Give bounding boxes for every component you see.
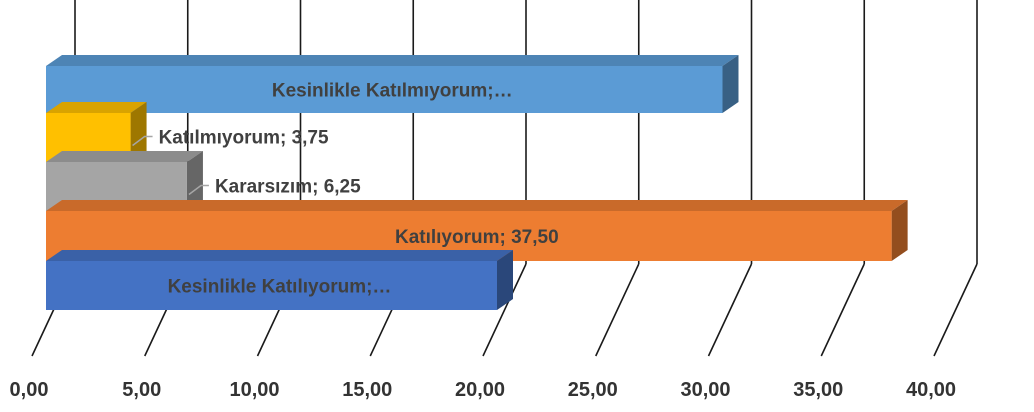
gridline-floor: [933, 263, 978, 357]
bar-top-face: [46, 102, 147, 113]
x-tick-label: 35,00: [793, 379, 843, 401]
data-label: Katılıyorum; 37,50: [395, 227, 559, 248]
x-tick-label: 30,00: [680, 379, 730, 401]
bar-top-face: [46, 200, 908, 211]
x-tick-label: 5,00: [122, 379, 161, 401]
x-tick-label: 20,00: [455, 379, 505, 401]
bar: [46, 250, 513, 310]
x-tick-label: 15,00: [342, 379, 392, 401]
gridline-floor: [707, 263, 753, 357]
bar-side-face: [891, 200, 908, 261]
gridline-floor: [482, 263, 527, 357]
bar-top-face: [46, 151, 203, 162]
gridline-floor: [820, 263, 865, 357]
x-tick-label: 40,00: [906, 379, 956, 401]
data-labels: Kesinlikle Katılmıyorum;… Katılmıyorum; 3…: [132, 81, 559, 298]
x-tick-label: 0,00: [10, 379, 49, 401]
x-tick-label: 25,00: [568, 379, 618, 401]
data-label-leader: [132, 135, 153, 147]
bar-top-face: [46, 55, 739, 66]
gridline-floor: [595, 263, 640, 357]
data-label-leader: [188, 184, 209, 196]
data-label: Katılmıyorum; 3,75: [159, 128, 329, 149]
bar-side-face: [497, 250, 513, 310]
bar-front-face: [46, 66, 723, 113]
bar-side-face: [722, 55, 739, 113]
x-tick-label: 10,00: [229, 379, 279, 401]
bar-front-face: [46, 261, 497, 310]
data-label: Kararsızım; 6,25: [215, 177, 361, 198]
bar: [46, 55, 739, 113]
bar-side-face: [130, 102, 147, 162]
data-label: Kesinlikle Katılıyorum;…: [168, 277, 392, 298]
x-axis-ticks: 0,00 5,00 10,00 15,00 20,00 25,00 30,00 35,00 40…: [10, 379, 957, 401]
data-label: Kesinlikle Katılmıyorum;…: [272, 81, 513, 102]
bars: [46, 55, 908, 310]
bar-side-face: [186, 151, 203, 211]
bar-top-face: [46, 250, 513, 261]
